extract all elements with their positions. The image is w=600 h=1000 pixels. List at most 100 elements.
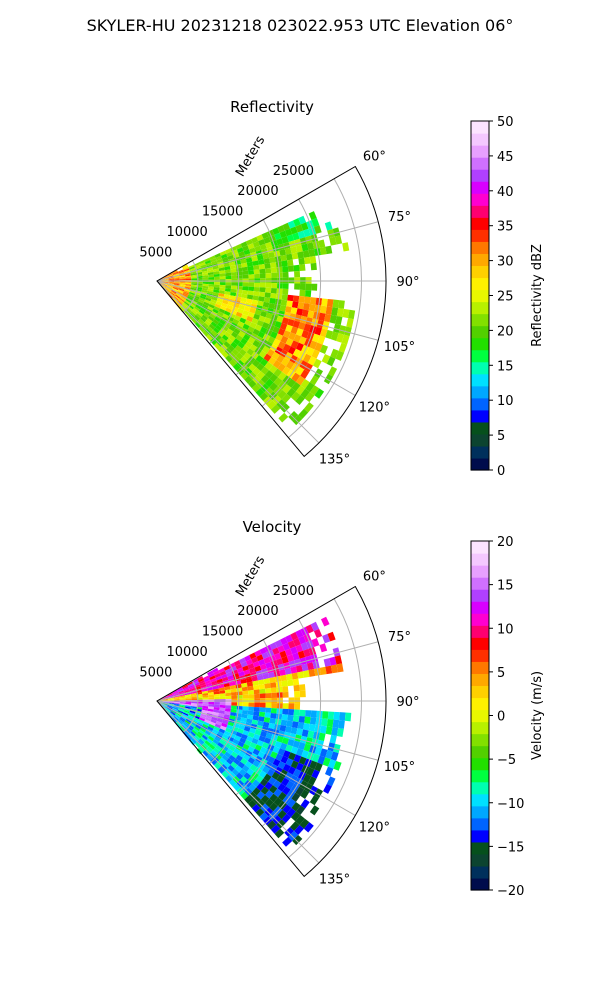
radar-cell xyxy=(248,689,255,695)
radar-cell xyxy=(188,686,195,690)
radar-cell xyxy=(221,754,229,762)
radar-cell xyxy=(249,307,257,314)
radar-cell xyxy=(311,638,320,647)
radar-cell xyxy=(265,287,272,293)
radar-cell xyxy=(262,253,270,260)
radar-cell xyxy=(241,682,248,688)
radar-cell xyxy=(297,251,305,259)
radar-cell xyxy=(195,304,202,310)
radar-cell xyxy=(285,324,293,333)
radar-cell xyxy=(247,337,256,345)
colorbar-tick-label: 35 xyxy=(497,220,514,235)
radar-cell xyxy=(258,350,267,359)
radial-axis-label: Meters xyxy=(233,553,268,599)
radar-cell xyxy=(339,712,346,721)
radar-cell xyxy=(292,638,301,647)
radar-cell xyxy=(227,301,235,307)
radar-cell xyxy=(248,702,255,707)
radar-cell xyxy=(342,242,350,252)
reflectivity-panel: 60°75°90°105°120°135°5000100001500020000… xyxy=(139,98,545,479)
radar-cell xyxy=(338,325,347,335)
radar-cell xyxy=(272,227,280,235)
radar-cell xyxy=(237,761,246,769)
radar-cell xyxy=(268,356,277,366)
radar-cell xyxy=(277,225,285,233)
radar-cell xyxy=(230,666,237,672)
radar-cell xyxy=(261,668,269,675)
radar-cell xyxy=(177,290,184,294)
radar-cell xyxy=(179,283,186,286)
radar-field xyxy=(157,211,356,426)
radar-cell xyxy=(178,271,185,275)
radar-cell xyxy=(281,260,288,267)
radar-cell xyxy=(214,303,222,309)
radar-cell xyxy=(174,281,180,283)
radar-cell xyxy=(212,738,220,745)
radar-cell xyxy=(225,702,232,706)
radar-cell xyxy=(209,255,216,261)
radar-cell xyxy=(282,288,289,295)
radar-cell xyxy=(187,716,194,721)
colorbar-swatch xyxy=(471,721,489,735)
radar-cell xyxy=(318,312,326,322)
radar-cell xyxy=(287,738,295,747)
radar-cell xyxy=(213,342,221,350)
radar-cell xyxy=(252,339,261,348)
radar-cell xyxy=(300,388,310,399)
radar-cell xyxy=(223,761,231,768)
radar-cell xyxy=(280,719,288,727)
range-ring xyxy=(288,598,362,859)
radar-cell xyxy=(191,318,197,324)
radar-cell xyxy=(179,703,186,706)
radar-cell xyxy=(207,710,214,715)
radar-cell xyxy=(292,320,301,329)
radar-cell xyxy=(199,307,207,313)
radar-cell xyxy=(241,266,249,272)
radar-cell xyxy=(248,379,257,389)
radar-cell xyxy=(213,709,220,714)
radar-cell xyxy=(230,341,238,349)
radar-cell xyxy=(182,684,188,689)
radar-cell xyxy=(240,678,247,684)
radar-cell xyxy=(215,255,222,261)
radar-cell xyxy=(282,836,293,847)
radar-cell xyxy=(299,818,310,829)
radar-cell xyxy=(292,652,300,661)
radar-cell xyxy=(325,749,334,760)
radar-cell xyxy=(167,274,173,277)
radar-cell xyxy=(246,714,254,720)
radar-cell xyxy=(242,730,250,736)
radar-cell xyxy=(235,754,243,762)
panel-title: Velocity xyxy=(243,518,302,536)
radar-cell xyxy=(167,274,174,278)
radar-cell xyxy=(243,726,251,732)
radar-cell xyxy=(231,331,239,339)
radar-cell xyxy=(235,334,243,342)
radar-cell xyxy=(283,241,291,250)
radar-cell xyxy=(289,821,300,832)
radar-cell xyxy=(311,753,320,763)
radar-cell xyxy=(269,297,276,304)
radar-cell xyxy=(289,733,297,741)
radar-cell xyxy=(172,272,179,276)
radar-cell xyxy=(231,726,239,732)
radar-cell xyxy=(236,271,243,276)
radar-cell xyxy=(229,295,236,300)
radar-cell xyxy=(265,273,272,279)
radar-cell xyxy=(272,647,280,655)
radar-cell xyxy=(272,758,281,767)
radar-cell xyxy=(187,296,194,301)
radar-cell xyxy=(190,311,196,317)
radar-cell xyxy=(240,791,249,800)
radar-cell xyxy=(299,283,306,291)
radar-cell xyxy=(314,788,324,799)
radar-cell xyxy=(212,291,219,296)
radar-cell xyxy=(206,738,213,744)
radar-cell xyxy=(164,709,169,714)
radar-cell xyxy=(213,271,220,275)
radar-cell xyxy=(219,748,227,755)
radar-cell xyxy=(279,650,287,659)
radar-cell xyxy=(207,689,214,693)
radar-cell xyxy=(182,292,189,297)
radar-cell xyxy=(333,711,340,721)
